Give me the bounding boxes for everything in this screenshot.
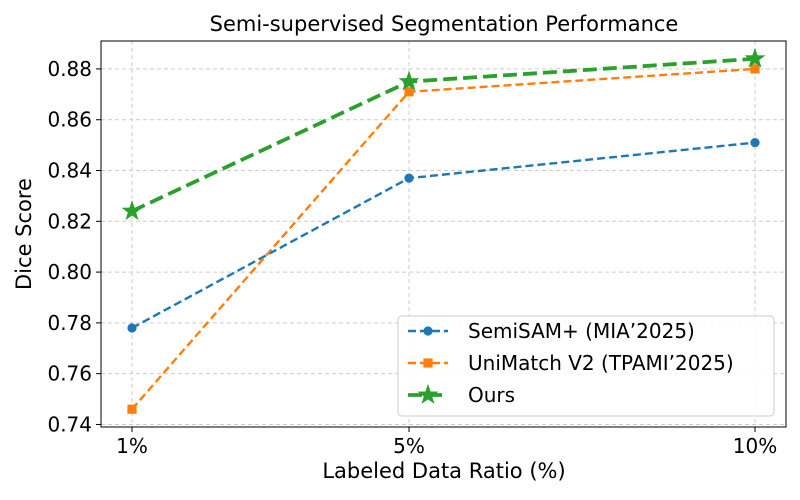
y-tick-label: 0.76 — [47, 362, 92, 386]
data-point-1-3 — [750, 137, 760, 148]
legend-marker-1 — [423, 326, 433, 336]
data-point-1-2 — [404, 173, 414, 183]
y-tick-label: 0.74 — [47, 412, 92, 436]
y-axis-label: Dice Score — [12, 178, 36, 290]
y-tick-label: 0.88 — [47, 57, 92, 81]
y-tick-label: 0.84 — [47, 159, 92, 183]
y-tick-label: 0.78 — [47, 311, 92, 335]
x-axis: 1% 5% 10% — [116, 427, 777, 458]
legend-label-3: Ours — [468, 383, 515, 407]
data-point-2-2 — [404, 87, 414, 97]
x-tick-label: 5% — [393, 434, 425, 458]
data-point-3-2 — [398, 70, 420, 91]
y-axis: 0.74 0.76 0.78 0.80 0.82 0.84 0.86 0.88 — [47, 57, 101, 436]
data-point-3-3 — [744, 47, 766, 68]
legend-box — [397, 315, 775, 417]
legend-marker-2 — [423, 358, 433, 368]
legend-label-1: SemiSAM+ (MIA’2025) — [468, 319, 695, 343]
y-tick-label: 0.80 — [47, 260, 92, 284]
x-axis-label: Labeled Data Ratio (%) — [322, 459, 565, 483]
x-tick-label: 10% — [733, 434, 777, 458]
plot-frame — [100, 40, 787, 428]
legend-marker-3 — [417, 384, 439, 404]
y-tick-label: 0.82 — [47, 209, 92, 233]
data-point-1-1 — [127, 323, 137, 333]
legend: SemiSAM+ (MIA’2025) UniMatch V2 (TPAMI’20… — [397, 315, 775, 417]
data-point-2-3 — [750, 64, 760, 74]
chart-title: Semi-supervised Segmentation Performance — [210, 12, 679, 36]
y-tick-label: 0.86 — [47, 108, 92, 132]
data-point-3-1 — [121, 200, 143, 221]
series-markers — [121, 47, 766, 414]
legend-label-2: UniMatch V2 (TPAMI’2025) — [468, 351, 734, 375]
data-point-2-1 — [127, 404, 137, 414]
x-tick-label: 1% — [116, 434, 148, 458]
